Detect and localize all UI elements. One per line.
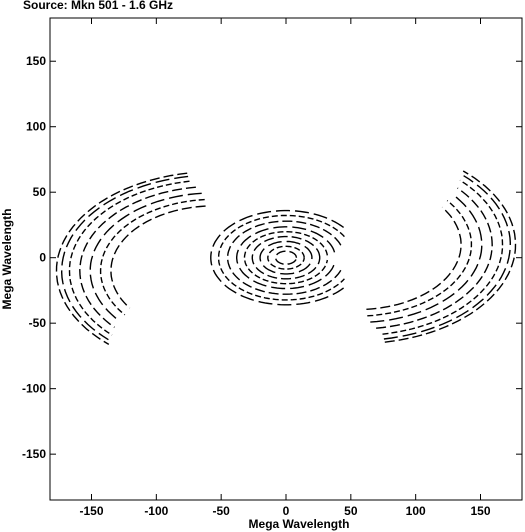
long-baselines-upper-left-arc bbox=[55, 172, 188, 346]
long-baselines-lower-right-arc bbox=[370, 193, 483, 323]
short-baselines-arc bbox=[227, 220, 342, 295]
short-baselines-arc bbox=[210, 209, 344, 306]
x-tick-label: -150 bbox=[79, 504, 103, 518]
plot-frame bbox=[49, 17, 523, 501]
long-baselines-lower-right-arc bbox=[376, 187, 493, 329]
axis-ticks bbox=[50, 18, 522, 500]
y-tick-label: 0 bbox=[39, 251, 46, 265]
long-baselines-lower-right-arc bbox=[383, 175, 512, 340]
y-tick-label: 100 bbox=[26, 120, 46, 134]
long-baselines-upper-left-arc bbox=[110, 205, 206, 309]
long-baselines-lower-right-arc bbox=[382, 179, 504, 335]
short-baselines-arc bbox=[267, 245, 305, 270]
long-baselines-lower-right-arc bbox=[367, 200, 473, 317]
uv-tracks bbox=[55, 170, 517, 346]
long-baselines-upper-left-arc bbox=[99, 198, 205, 316]
long-baselines-upper-left-arc bbox=[79, 186, 196, 328]
short-baselines-arc bbox=[274, 250, 298, 265]
long-baselines-upper-left-arc bbox=[68, 180, 190, 336]
tick-labels: -150 -100 -50 0 50 100 150 -150 -100 -50 0 50 100 150 bbox=[22, 54, 491, 518]
x-tick-label: -50 bbox=[212, 504, 230, 518]
long-baselines-upper-left-arc bbox=[89, 192, 202, 322]
short-baselines-arc bbox=[243, 231, 328, 285]
x-tick-label: 50 bbox=[344, 504, 358, 518]
x-tick-label: 100 bbox=[406, 504, 426, 518]
y-axis-label: Mega Wavelength bbox=[0, 209, 14, 310]
x-tick-label: -100 bbox=[144, 504, 168, 518]
y-tick-label: 150 bbox=[26, 54, 46, 68]
y-tick-label: -50 bbox=[29, 316, 47, 330]
short-baselines-arc bbox=[259, 240, 313, 275]
short-baselines-arc bbox=[217, 214, 345, 301]
x-tick-label: 150 bbox=[470, 504, 490, 518]
x-axis-label: Mega Wavelength bbox=[249, 517, 350, 531]
short-baselines-arc bbox=[236, 226, 336, 290]
long-baselines-lower-right-arc bbox=[366, 206, 462, 310]
y-tick-label: -100 bbox=[22, 382, 46, 396]
y-tick-label: 50 bbox=[33, 185, 47, 199]
x-tick-label: 0 bbox=[283, 504, 290, 518]
chart-title: Source: Mkn 501 - 1.6 GHz bbox=[23, 0, 173, 12]
y-tick-label: -150 bbox=[22, 447, 46, 461]
short-baselines-arc bbox=[251, 235, 321, 280]
long-baselines-lower-right-arc bbox=[384, 170, 517, 343]
long-baselines-upper-left-arc bbox=[60, 175, 189, 341]
